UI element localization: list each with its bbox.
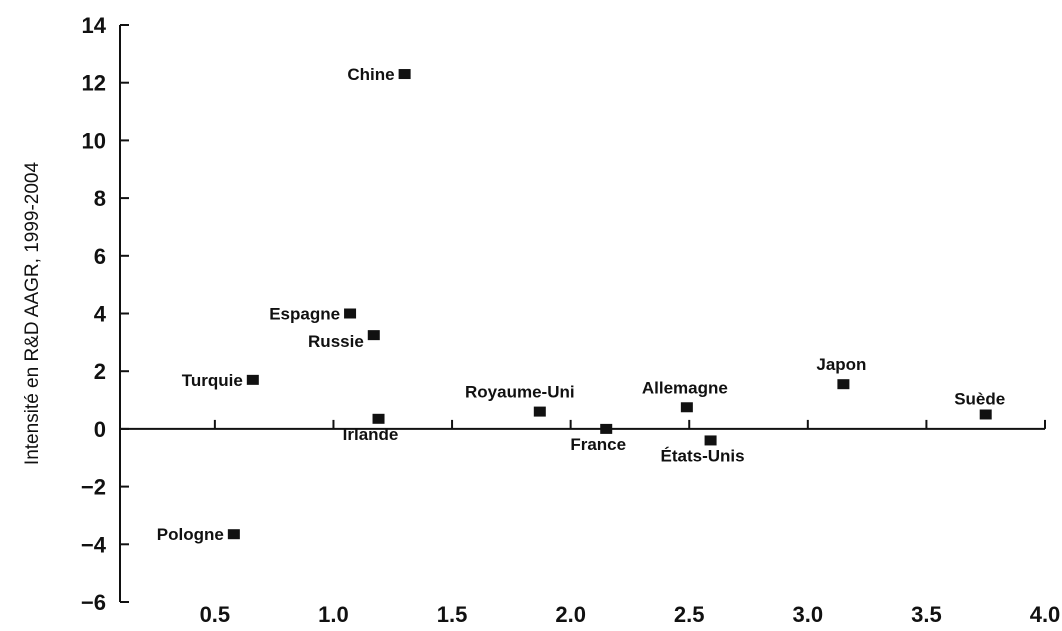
- point-espagne: Espagne: [269, 305, 357, 324]
- point-allemagne: Allemagne: [642, 378, 728, 413]
- point-marker: [680, 402, 693, 413]
- point-marker: [533, 406, 546, 417]
- point-label: Chine: [347, 65, 394, 84]
- point-label: Espagne: [269, 305, 340, 324]
- point-marker: [227, 529, 240, 540]
- point-marker: [600, 423, 613, 434]
- x-tick-label: 4.0: [1030, 602, 1061, 627]
- point-marker: [398, 69, 411, 80]
- point-label: Pologne: [157, 525, 224, 544]
- point-pologne: Pologne: [157, 525, 240, 544]
- point-label: Suède: [954, 389, 1005, 408]
- y-tick-label: −6: [81, 590, 106, 615]
- point-etats-unis: États-Unis: [661, 435, 745, 465]
- point-royaume-uni: Royaume-Uni: [465, 383, 575, 417]
- y-tick-label: 10: [82, 128, 106, 153]
- x-tick-label: 1.0: [318, 602, 349, 627]
- point-label: États-Unis: [661, 446, 745, 465]
- y-tick-label: 4: [94, 302, 107, 327]
- y-ticks: 14 12 10 8 6 4 2 0 −2 −4 −6: [81, 13, 129, 615]
- point-marker: [344, 308, 357, 319]
- point-label: Irlande: [343, 425, 399, 444]
- x-tick-label: 2.0: [555, 602, 586, 627]
- point-label: Royaume-Uni: [465, 383, 575, 402]
- axes: [119, 25, 1045, 602]
- point-marker: [837, 379, 850, 390]
- point-chine: Chine: [347, 65, 411, 84]
- point-marker: [246, 374, 259, 385]
- point-irlande: Irlande: [343, 413, 399, 444]
- y-tick-label: −4: [81, 532, 107, 557]
- x-tick-label: 3.0: [793, 602, 824, 627]
- point-suede: Suède: [954, 389, 1005, 420]
- y-tick-label: 8: [94, 186, 106, 211]
- point-marker: [367, 330, 380, 341]
- point-label: France: [570, 435, 626, 454]
- y-tick-label: −2: [81, 475, 106, 500]
- point-france: France: [570, 423, 626, 454]
- point-label: Russie: [308, 332, 364, 351]
- y-tick-label: 14: [82, 13, 107, 38]
- point-marker: [372, 413, 385, 424]
- point-turquie: Turquie: [182, 371, 259, 390]
- y-tick-label: 6: [94, 244, 106, 269]
- data-points: Chine Espagne Russie Turquie Irlande Royaume-…: [157, 65, 1005, 544]
- y-axis-label: Intensité en R&D AAGR, 1999-2004: [22, 162, 43, 466]
- point-marker: [704, 435, 717, 446]
- y-tick-label: 2: [94, 359, 106, 384]
- x-tick-label: 2.5: [674, 602, 705, 627]
- y-tick-label: 12: [82, 71, 106, 96]
- point-label: Allemagne: [642, 378, 728, 397]
- y-tick-label: 0: [94, 417, 106, 442]
- x-tick-label: 3.5: [911, 602, 942, 627]
- x-tick-label: 0.5: [200, 602, 231, 627]
- point-marker: [979, 409, 992, 420]
- point-label: Turquie: [182, 371, 243, 390]
- x-ticks: 0.5 1.0 1.5 2.0 2.5 3.0 3.5 4.0: [200, 419, 1061, 627]
- point-russie: Russie: [308, 330, 380, 351]
- x-tick-label: 1.5: [437, 602, 468, 627]
- point-label: Japon: [816, 355, 866, 374]
- point-japon: Japon: [816, 355, 866, 390]
